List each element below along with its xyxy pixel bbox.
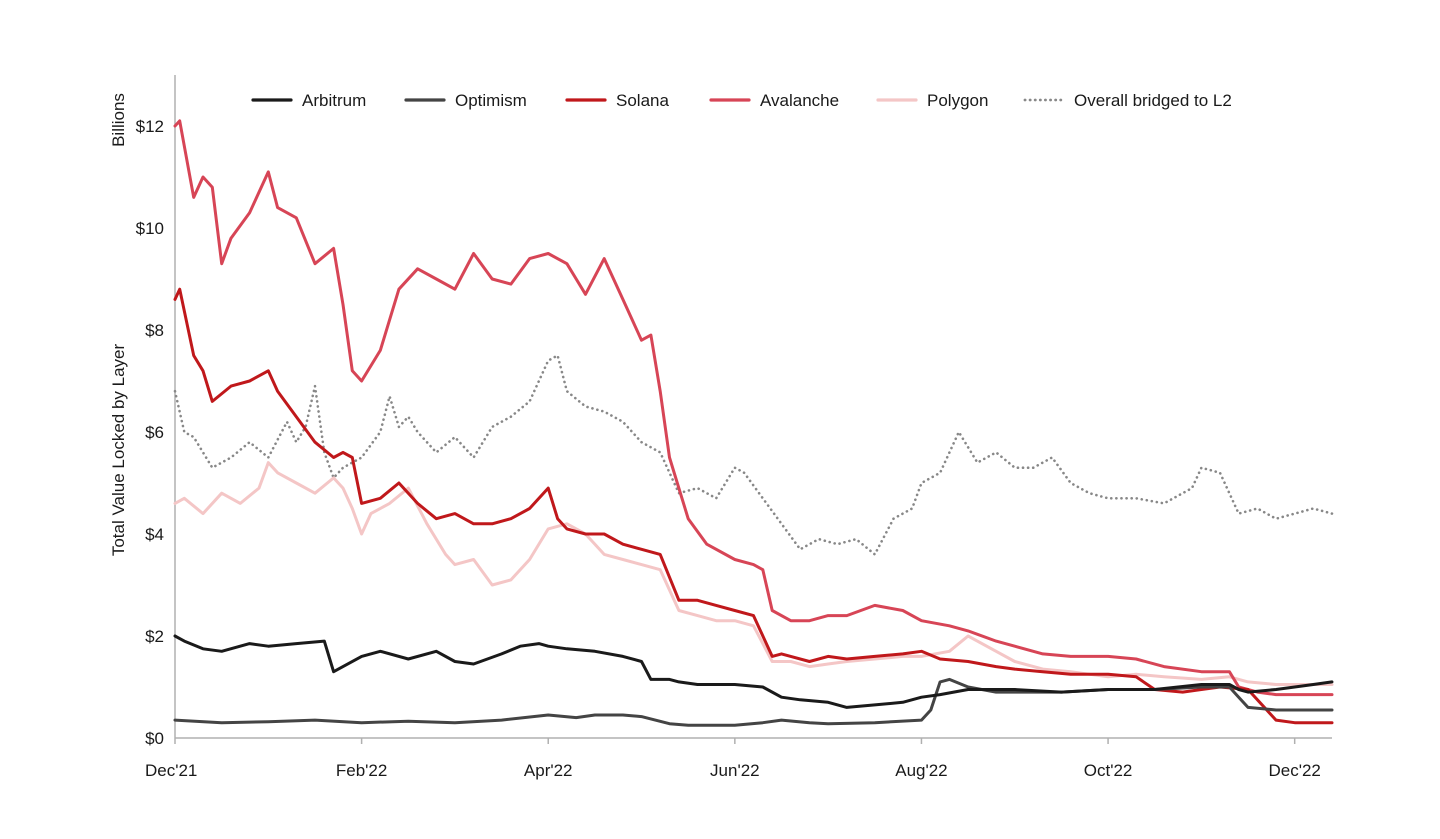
x-tick-label: Aug'22 xyxy=(895,761,947,780)
series-lines xyxy=(173,119,1334,727)
series-line-polygon xyxy=(173,461,1334,686)
legend-label: Avalanche xyxy=(760,91,839,110)
legend-label: Optimism xyxy=(455,91,527,110)
series-line-optimism xyxy=(173,677,1334,727)
y-tick-label: $2 xyxy=(145,627,164,646)
series-line-overall-bridged-to-l2 xyxy=(173,354,1334,556)
series-line-solana xyxy=(173,287,1334,725)
legend-label: Polygon xyxy=(927,91,988,110)
y-axis-unit-label: Billions xyxy=(109,93,128,147)
y-tick-label: $0 xyxy=(145,729,164,748)
y-axis-title: Total Value Locked by Layer xyxy=(109,344,128,557)
x-tick-label: Jun'22 xyxy=(710,761,760,780)
axes xyxy=(174,75,1332,739)
x-tick-label: Apr'22 xyxy=(524,761,573,780)
y-tick-label: $10 xyxy=(136,219,164,238)
series-line-arbitrum xyxy=(173,634,1334,709)
legend-label: Solana xyxy=(616,91,669,110)
x-tick-label: Feb'22 xyxy=(336,761,387,780)
legend-label: Overall bridged to L2 xyxy=(1074,91,1232,110)
legend-label: Arbitrum xyxy=(302,91,366,110)
y-tick-label: $12 xyxy=(136,117,164,136)
ticks: Dec'21 Feb'22 Apr'22 Jun'22 Aug'22 Oct'22 Dec'… xyxy=(136,117,1321,780)
legend: Arbitrum Optimism Solana Avalanche Polygon Ov… xyxy=(251,91,1232,110)
series-line-avalanche xyxy=(173,119,1334,697)
y-tick-label: $6 xyxy=(145,423,164,442)
y-tick-label: $8 xyxy=(145,321,164,340)
x-tick-label: Dec'22 xyxy=(1268,761,1320,780)
y-tick-label: $4 xyxy=(145,525,164,544)
x-tick-label: Oct'22 xyxy=(1084,761,1133,780)
x-tick-label: Dec'21 xyxy=(145,761,197,780)
